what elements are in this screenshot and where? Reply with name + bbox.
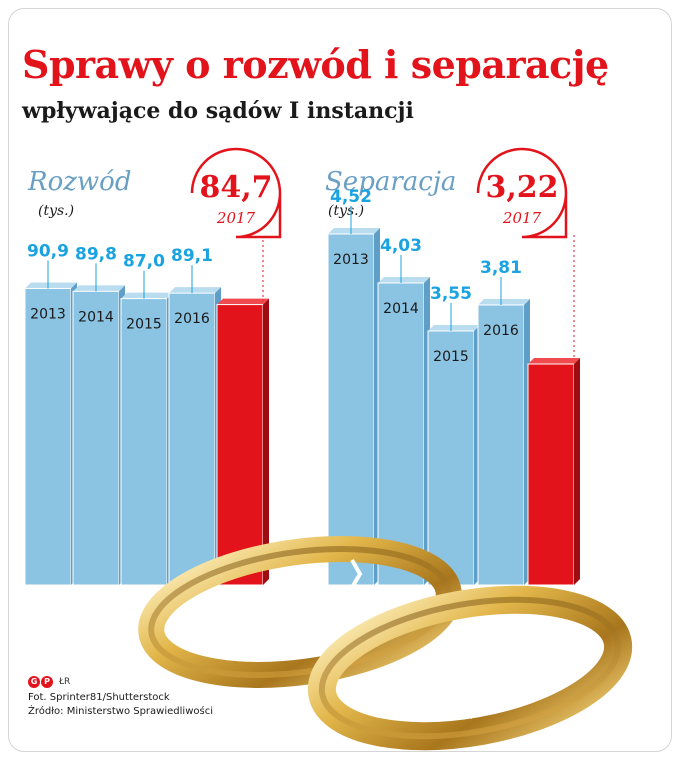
source-credit: Źródło: Ministerstwo Sprawiedliwości [28, 706, 213, 717]
callout-separacja: 3,22 2017 [476, 147, 568, 239]
bar-top-rozwod-2013 [25, 282, 77, 289]
year-label-separacja-2014: 2014 [383, 301, 419, 317]
bar-rozwod-2015 [120, 298, 168, 586]
year-label-separacja-2013: 2013 [333, 252, 369, 268]
bar-rozwod-2017 [216, 304, 264, 586]
year-label-rozwod-2014: 2014 [78, 309, 114, 325]
bar-top-rozwod-2017 [217, 298, 269, 305]
bar-top-separacja-2014 [378, 277, 430, 283]
value-label-rozwod-2016: 89,1 [171, 246, 213, 266]
panel-title-rozwod: Rozwód [27, 167, 131, 197]
page-title: Sprawy o rozwód i separację [22, 42, 609, 87]
photo-credit: Fot. Sprinter81/Shutterstock [28, 692, 170, 703]
highlight-year-rozwod: 2017 [216, 209, 256, 227]
value-label-separacja-2013: 4,52 [330, 187, 372, 207]
bar-top-separacja-2016 [478, 299, 530, 305]
bar-side-rozwod-2017 [263, 298, 269, 585]
year-label-rozwod-2016: 2016 [174, 311, 210, 327]
year-label-rozwod-2015: 2015 [126, 317, 162, 333]
panel-title-separacja: Separacja [325, 167, 456, 197]
value-label-separacja-2014: 4,03 [380, 236, 422, 256]
panel-separacja: Separacja (tys.) 2013 4,52 2014 4,03 2015 3,5… [325, 147, 580, 586]
panel-unit-rozwod: (tys.) [38, 203, 74, 219]
bar-top-separacja-2017 [528, 358, 580, 364]
value-label-separacja-2015: 3,55 [430, 284, 472, 304]
panel-rozwod: Rozwód (tys.) 2013 90,9 2014 89,8 2015 87,0 20… [24, 147, 282, 586]
bar-top-rozwod-2014 [73, 285, 125, 292]
bar-top-rozwod-2015 [121, 292, 173, 299]
bar-separacja-2017 [527, 363, 575, 586]
wedding-rings-image [138, 536, 633, 751]
highlight-year-separacja: 2017 [502, 209, 542, 227]
highlight-value-separacja: 3,22 [485, 170, 558, 205]
year-label-separacja-2015: 2015 [433, 349, 469, 365]
page-subtitle: wpływające do sądów I instancji [22, 98, 414, 124]
bar-rozwod-2016 [168, 292, 216, 586]
bar-side-separacja-2017 [574, 358, 580, 585]
bar-separacja-2013 [327, 233, 375, 586]
bar-top-separacja-2013 [328, 228, 380, 234]
year-label-rozwod-2013: 2013 [30, 306, 66, 322]
value-label-rozwod-2014: 89,8 [75, 244, 117, 264]
bar-rozwod-2014 [72, 290, 120, 586]
highlight-value-rozwod: 84,7 [199, 170, 272, 205]
bar-separacja-2016 [477, 304, 525, 586]
bar-top-separacja-2015 [428, 325, 480, 331]
panel-unit-separacja: (tys.) [328, 203, 364, 219]
bar-separacja-2014 [377, 282, 425, 586]
value-label-separacja-2016: 3,81 [480, 258, 522, 278]
bar-rozwod-2013 [24, 287, 72, 586]
year-label-separacja-2016: 2016 [483, 323, 519, 339]
callout-rozwod: 84,7 2017 [190, 147, 282, 239]
callout-circle-rozwod [190, 147, 282, 239]
bar-separacja-2015 [427, 330, 475, 586]
value-label-rozwod-2015: 87,0 [123, 252, 165, 272]
value-label-rozwod-2013: 90,9 [27, 241, 69, 261]
bar-top-rozwod-2016 [169, 287, 221, 294]
callout-circle-separacja [476, 147, 568, 239]
author-initials: ŁR [59, 677, 71, 687]
